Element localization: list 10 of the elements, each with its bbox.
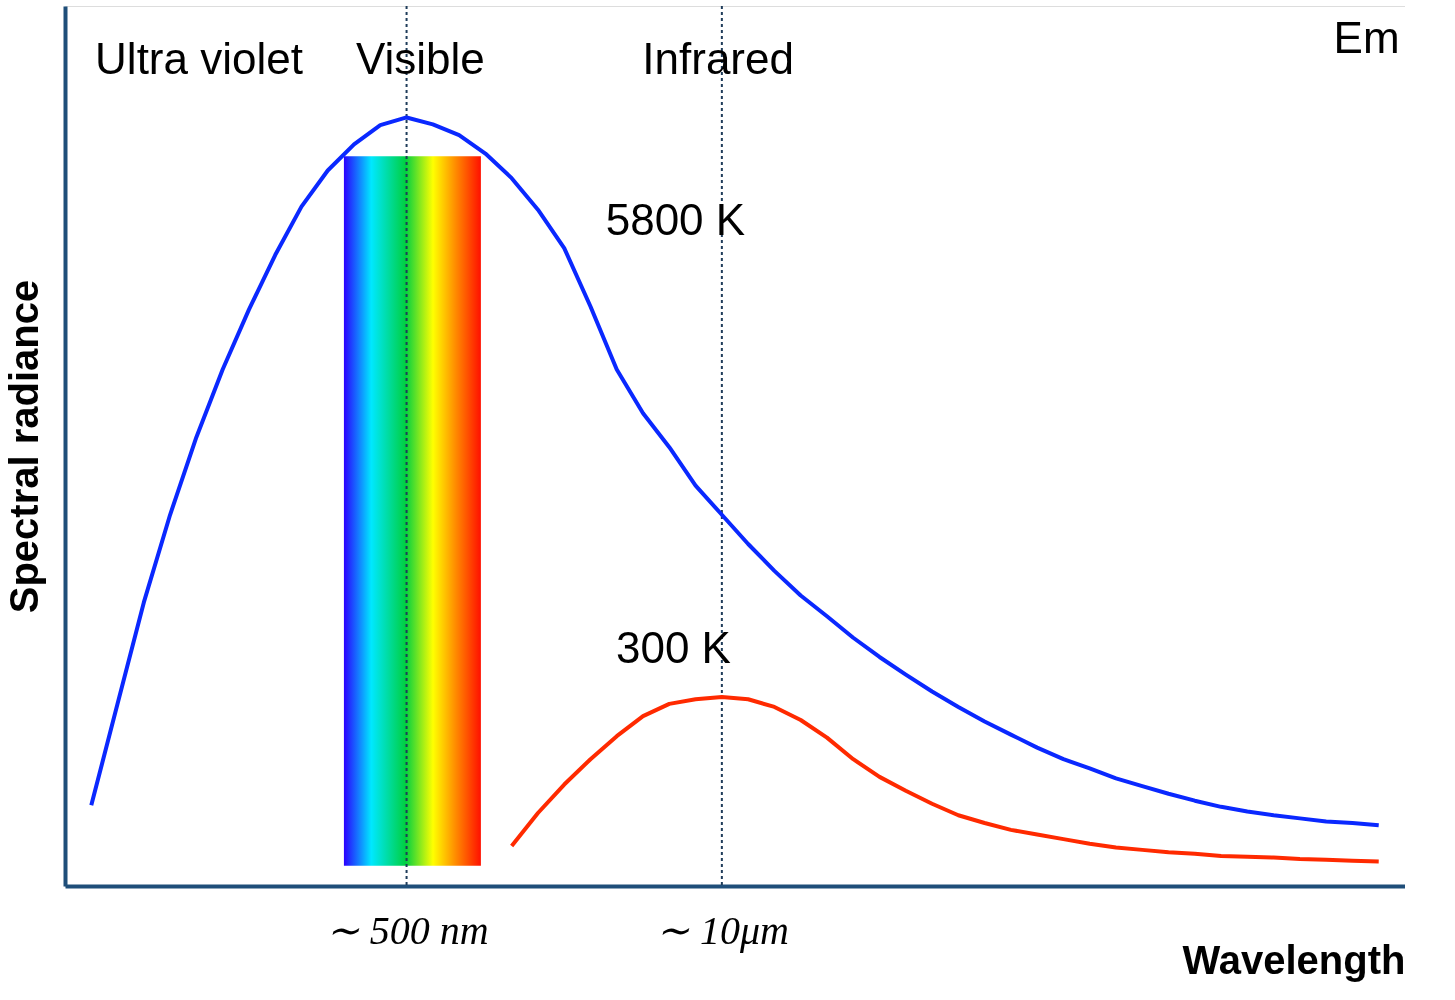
text: Em: [1333, 12, 1400, 62]
annotation: 300 K: [615, 623, 731, 673]
x-tick-label: ∼ 10μm: [655, 907, 789, 953]
annotation: 5800 K: [605, 195, 746, 245]
x-axis-title: Wavelength: [1182, 937, 1406, 982]
text: Ultra violet: [95, 34, 303, 84]
x-tick-label: ∼ 500 nm: [325, 907, 489, 953]
text: Infrared: [642, 34, 794, 84]
text: Visible: [355, 34, 485, 84]
y-axis-title: Spectral radiance: [1, 279, 46, 614]
